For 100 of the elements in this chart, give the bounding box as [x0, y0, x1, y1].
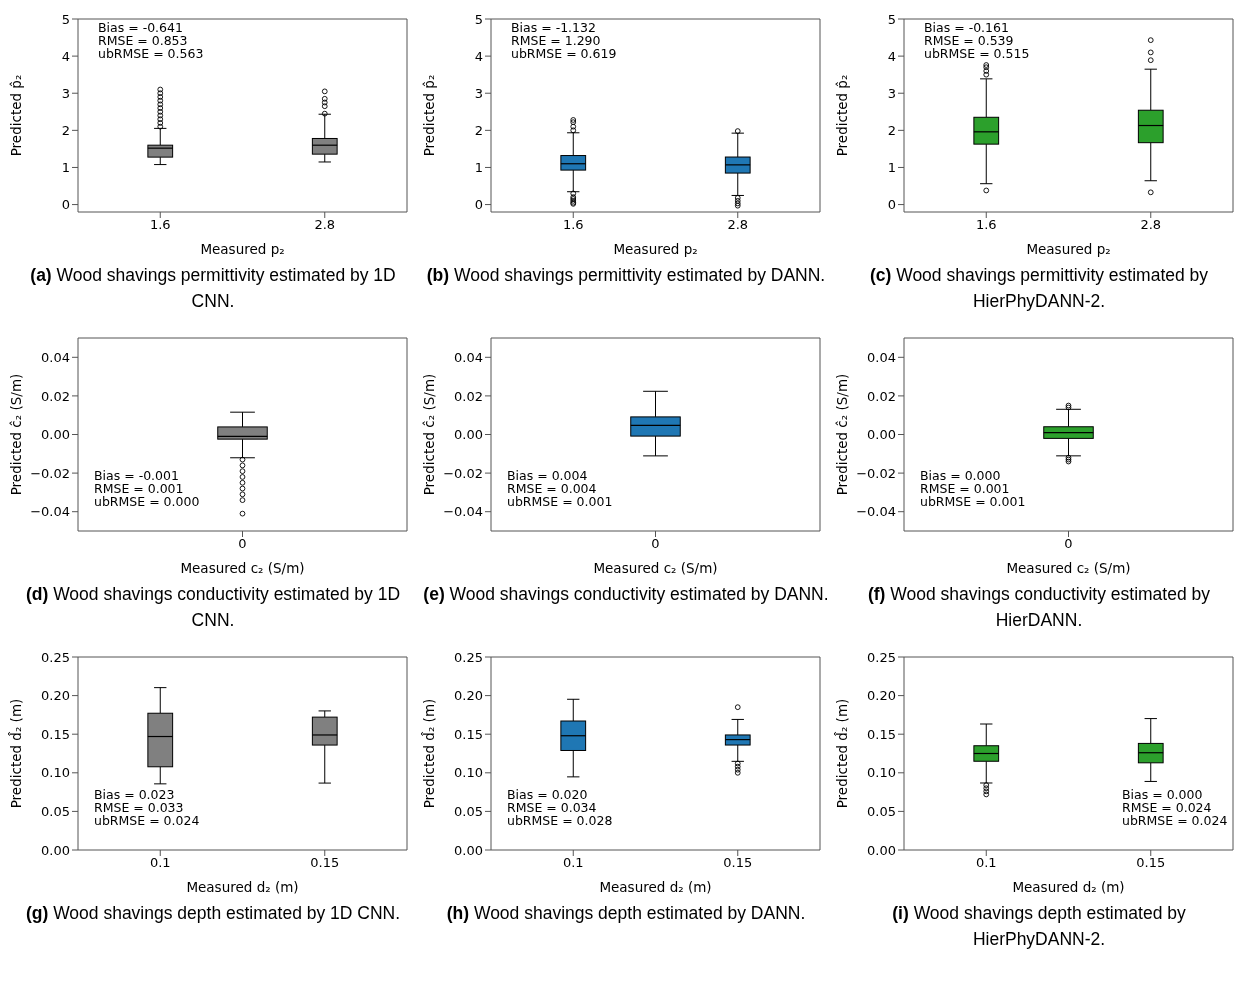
- y-tick-label: 0.05: [41, 804, 70, 820]
- annotation: ubRMSE = 0.028: [507, 813, 613, 828]
- y-axis-title: Predicted d̂₂ (m): [420, 698, 437, 809]
- x-tick-label: 0: [238, 536, 247, 552]
- annotation: Bias = -0.641: [98, 20, 184, 35]
- y-tick-label: 0.20: [867, 688, 896, 704]
- y-tick-label: 0.10: [41, 765, 70, 781]
- y-axis-title: Predicted p̂₂: [833, 74, 850, 157]
- x-axis-title: Measured d₂ (m): [599, 879, 712, 895]
- text: (f) Wood shavings conductivity estimated by HierDANN.: [866, 583, 1211, 632]
- y-axis-title: Predicted ĉ₂ (S/m): [833, 373, 850, 496]
- x-tick-label: 2.8: [314, 217, 336, 233]
- x-tick-label: 0: [651, 536, 660, 552]
- x-axis-title: Measured c₂ (S/m): [593, 560, 718, 576]
- text: (i) Wood shavings depth estimated by HierPhyDANN-2.: [891, 902, 1187, 951]
- y-tick-label: 4: [61, 48, 70, 64]
- x-axis-title: Measured p₂: [200, 241, 285, 257]
- y-tick-label: −0.02: [30, 465, 70, 481]
- annotation: RMSE = 0.024: [1122, 800, 1213, 815]
- annotation: Bias = -0.161: [924, 20, 1010, 35]
- annotation: ubRMSE = 0.000: [94, 494, 200, 509]
- annotation: ubRMSE = 0.024: [1122, 813, 1228, 828]
- x-tick-label: 2.8: [727, 217, 749, 233]
- annotation: RMSE = 0.539: [924, 33, 1015, 48]
- text: (c) Wood shavings permittivity estimated by HierPhyDANN-2.: [868, 264, 1210, 313]
- y-tick-label: 0.15: [867, 726, 896, 742]
- y-axis-title: Predicted d̂₂ (m): [833, 698, 850, 809]
- annotation: Bias = 0.000: [1122, 787, 1204, 802]
- text: (a) Wood shavings permittivity estimated by 1D CNN.: [29, 264, 397, 313]
- x-axis-title: Measured p₂: [613, 241, 698, 257]
- y-tick-label: 0.10: [867, 765, 896, 781]
- y-tick-label: 0.00: [454, 842, 483, 858]
- y-tick-label: 0.15: [41, 726, 70, 742]
- y-tick-label: 0.25: [867, 649, 896, 665]
- annotation: ubRMSE = 0.001: [920, 494, 1026, 509]
- y-tick-label: 1: [61, 160, 70, 176]
- x-tick-label: 0.1: [562, 855, 584, 871]
- y-tick-label: 2: [474, 122, 483, 138]
- y-tick-label: 0.04: [41, 349, 70, 365]
- y-tick-label: 0.02: [454, 388, 483, 404]
- y-tick-label: 0.10: [454, 765, 483, 781]
- y-tick-label: 5: [887, 11, 896, 27]
- x-axis-title: Measured c₂ (S/m): [180, 560, 305, 576]
- annotation: Bias = -1.132: [511, 20, 597, 35]
- text: (e) Wood shavings conductivity estimated by DANN.: [422, 583, 830, 606]
- x-tick-label: 0.15: [310, 855, 340, 871]
- y-tick-label: 0.05: [454, 804, 483, 820]
- x-axis-title: Measured d₂ (m): [186, 879, 299, 895]
- x-tick-label: 0: [1064, 536, 1073, 552]
- y-tick-label: 0.04: [454, 349, 483, 365]
- y-tick-label: −0.02: [443, 465, 483, 481]
- y-tick-label: 0.25: [454, 649, 483, 665]
- y-tick-label: 5: [61, 11, 70, 27]
- y-axis-title: Predicted ĉ₂ (S/m): [7, 373, 24, 496]
- y-tick-label: 0.02: [867, 388, 896, 404]
- y-tick-label: 5: [474, 11, 483, 27]
- y-tick-label: 0: [474, 197, 483, 213]
- y-tick-label: 1: [474, 160, 483, 176]
- y-tick-label: 0.00: [867, 842, 896, 858]
- y-tick-label: 0.02: [41, 388, 70, 404]
- annotation: Bias = 0.020: [507, 787, 589, 802]
- y-tick-label: 0.15: [454, 726, 483, 742]
- y-tick-label: 3: [61, 85, 70, 101]
- y-tick-label: 4: [887, 48, 896, 64]
- annotation: ubRMSE = 0.619: [511, 46, 617, 61]
- y-tick-label: 3: [474, 85, 483, 101]
- x-tick-label: 0.1: [975, 855, 997, 871]
- annotation: ubRMSE = 0.001: [507, 494, 613, 509]
- annotation: Bias = 0.004: [507, 468, 589, 483]
- y-tick-label: 2: [887, 122, 896, 138]
- y-tick-label: 3: [887, 85, 896, 101]
- annotation: RMSE = 0.001: [920, 481, 1011, 496]
- y-tick-label: 4: [474, 48, 483, 64]
- annotation: ubRMSE = 0.515: [924, 46, 1030, 61]
- y-tick-label: 0.00: [867, 427, 896, 443]
- y-tick-label: 0.00: [41, 427, 70, 443]
- annotation: RMSE = 0.001: [94, 481, 185, 496]
- x-axis-title: Measured d₂ (m): [1012, 879, 1125, 895]
- text: (h) Wood shavings depth estimated by DANN.: [445, 902, 807, 925]
- x-tick-label: 2.8: [1140, 217, 1162, 233]
- x-tick-label: 1.6: [149, 217, 171, 233]
- annotation: Bias = 0.000: [920, 468, 1002, 483]
- y-axis-title: Predicted p̂₂: [7, 74, 24, 157]
- x-axis-title: Measured p₂: [1026, 241, 1111, 257]
- y-tick-label: 0: [887, 197, 896, 213]
- x-tick-label: 1.6: [975, 217, 997, 233]
- y-tick-label: 0.20: [454, 688, 483, 704]
- y-tick-label: 1: [887, 160, 896, 176]
- y-tick-label: −0.02: [856, 465, 896, 481]
- y-tick-label: 2: [61, 122, 70, 138]
- y-tick-label: 0.00: [41, 842, 70, 858]
- annotation: RMSE = 0.004: [507, 481, 598, 496]
- y-tick-label: 0: [61, 197, 70, 213]
- text: (d) Wood shavings conductivity estimated by 1D CNN.: [24, 583, 402, 632]
- y-tick-label: 0.05: [867, 804, 896, 820]
- annotation: RMSE = 0.033: [94, 800, 185, 815]
- x-axis-title: Measured c₂ (S/m): [1006, 560, 1131, 576]
- y-axis-title: Predicted ĉ₂ (S/m): [420, 373, 437, 496]
- y-tick-label: 0.25: [41, 649, 70, 665]
- y-tick-label: 0.20: [41, 688, 70, 704]
